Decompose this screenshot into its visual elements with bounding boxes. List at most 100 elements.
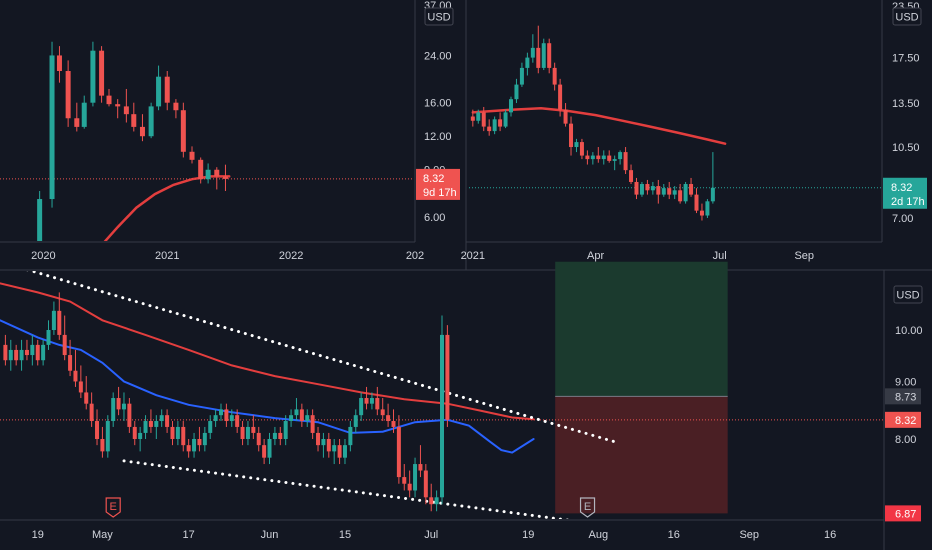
ytd-candles	[470, 25, 715, 221]
ytd-candle-body-28	[623, 152, 628, 171]
weekly-candle-body-11	[131, 114, 137, 127]
weekly-candle-body-19	[198, 159, 204, 180]
ytd-candle-body-0	[470, 116, 475, 121]
main-candle-body-32	[175, 426, 180, 439]
main-candle-body-55	[299, 409, 304, 422]
weekly-candle-body-6	[90, 50, 96, 103]
ytd-candle-body-22	[590, 155, 595, 160]
main-candle-body-73	[396, 426, 401, 478]
main-candle-body-81	[440, 334, 444, 498]
stop-tag-bg	[885, 505, 921, 522]
weekly-candle-body-2	[56, 55, 62, 72]
main-candle-body-47	[256, 432, 261, 446]
ytd-candle-body-34	[656, 186, 661, 195]
main-candle-body-18	[100, 439, 105, 452]
main-candle-body-61	[332, 445, 337, 452]
stop-tag-value: 6.87	[895, 508, 916, 520]
ytd-candle-body-44	[710, 187, 715, 202]
main-candle-body-50	[272, 432, 277, 439]
ytd-candle-body-40	[689, 184, 694, 195]
weekly-x-tick-3: 202	[406, 250, 424, 262]
weekly-candle-body-13	[148, 106, 154, 137]
target-tag-value: 8.73	[895, 391, 916, 403]
main-candle-body-17	[95, 421, 100, 439]
main-trendlines[interactable]	[0, 262, 622, 525]
main-candle-body-39	[213, 415, 218, 422]
main-candle-body-27	[148, 421, 153, 427]
weekly-candle-body-12	[139, 126, 145, 137]
weekly-candle-body-14	[156, 76, 162, 107]
earnings-marker-0	[105, 497, 121, 518]
ytd-candle-body-32	[645, 184, 650, 191]
main-price-tag-bg	[885, 411, 921, 428]
stop-loss-zone	[555, 396, 728, 514]
main-candle-body-1	[8, 349, 13, 361]
ytd-candle-body-33	[650, 186, 655, 191]
main-candles	[3, 292, 450, 512]
main-unit-box	[893, 285, 923, 304]
main-candle-body-6	[35, 344, 40, 361]
main-candle-body-2	[14, 349, 19, 361]
main-candle-body-24	[132, 426, 137, 439]
ytd-candle-body-12	[536, 47, 541, 68]
main-candle-body-14	[78, 381, 83, 393]
weekly-y-tick-4: 24.00	[424, 50, 452, 62]
ytd-candle-body-37	[672, 190, 677, 195]
main-x-tick-0: 19	[32, 529, 44, 541]
main-candle-body-35	[192, 439, 197, 452]
ytd-candle-body-11	[530, 47, 535, 58]
ytd-candle-body-17	[563, 109, 568, 124]
weekly-y-tick-0: 6.00	[424, 212, 445, 224]
weekly-candles	[37, 41, 228, 241]
weekly-candle-body-4	[74, 118, 80, 127]
ytd-candle-body-15	[552, 67, 557, 85]
main-panel[interactable]: 8.00 9.00 10.00 USD 19 May 17 Jun 15 Jul 19 Aug 16 S…	[0, 261, 923, 541]
main-candle-body-25	[138, 432, 143, 439]
main-candle-body-37	[202, 432, 207, 446]
main-x-tick-10: 16	[824, 529, 836, 541]
ytd-candle-body-3	[487, 126, 492, 132]
risk-reward-zones[interactable]	[555, 261, 728, 514]
main-candle-body-7	[41, 344, 46, 361]
weekly-x-tick-2: 2022	[279, 250, 303, 262]
ytd-candle-body-25	[607, 155, 612, 161]
ytd-candle-body-1	[476, 112, 481, 121]
main-candle-body-13	[73, 370, 78, 382]
ytd-price-tag: 8.32 2d 17h	[883, 177, 927, 209]
main-candle-body-80	[434, 497, 439, 505]
main-price-axis: 8.00 9.00 10.00 USD	[893, 285, 923, 446]
main-x-tick-3: Jun	[261, 529, 279, 541]
weekly-y-tick-3: 16.00	[424, 98, 452, 110]
main-candle-body-76	[413, 464, 418, 491]
main-candle-body-68	[369, 398, 374, 404]
ytd-x-tick-1: Apr	[587, 250, 604, 262]
ytd-y-tick-1: 10.50	[892, 142, 920, 154]
main-candle-body-49	[267, 439, 272, 458]
main-candle-body-52	[283, 421, 288, 439]
main-candle-body-64	[348, 426, 353, 446]
ytd-candle-body-42	[699, 210, 704, 216]
main-candle-body-65	[353, 415, 358, 427]
main-candle-body-46	[251, 426, 256, 433]
main-candle-body-22	[121, 403, 126, 410]
weekly-candle-body-1	[49, 55, 55, 200]
main-candle-body-31	[170, 426, 175, 439]
main-candle-body-60	[326, 439, 331, 452]
weekly-candle-body-21	[214, 169, 220, 177]
ytd-candle-body-43	[705, 201, 710, 216]
ytd-candle-body-7	[509, 99, 514, 113]
ytd-candle-body-31	[639, 184, 644, 195]
main-y-tick-0: 8.00	[895, 434, 916, 446]
main-candle-body-0	[3, 344, 8, 361]
ytd-candle-body-13	[541, 43, 546, 68]
main-x-tick-9: Sep	[739, 529, 759, 541]
ytd-y-tick-3: 17.50	[892, 53, 920, 65]
main-unit-label: USD	[896, 290, 919, 302]
take-profit-zone	[555, 261, 728, 397]
main-candle-body-41	[224, 409, 229, 422]
